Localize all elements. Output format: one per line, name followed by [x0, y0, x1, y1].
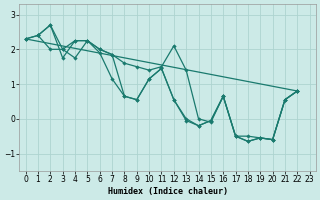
X-axis label: Humidex (Indice chaleur): Humidex (Indice chaleur)	[108, 187, 228, 196]
